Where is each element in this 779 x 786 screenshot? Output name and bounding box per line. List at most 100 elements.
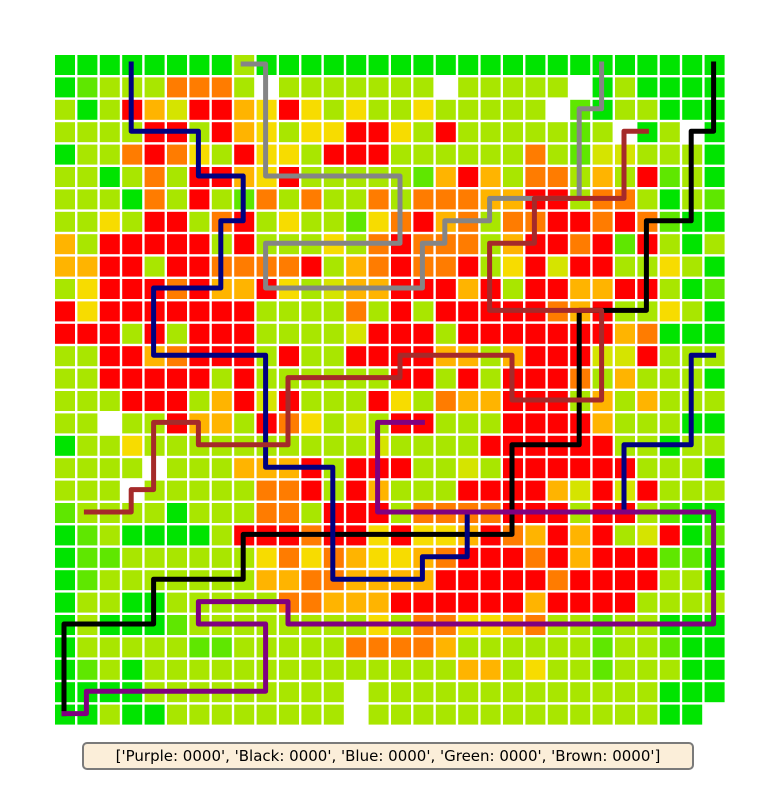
grid-cell (413, 458, 434, 479)
grid-cell (637, 480, 658, 501)
grid-cell (391, 480, 411, 501)
grid-cell (682, 234, 703, 255)
grid-cell (525, 458, 546, 479)
grid-cell (615, 256, 635, 277)
grid-cell (99, 480, 120, 501)
grid-cell (704, 301, 725, 322)
grid-cell (391, 592, 411, 613)
grid-cell (323, 346, 344, 367)
grid-cell (547, 323, 568, 344)
grid-cell (704, 480, 725, 501)
grid-cell (301, 704, 322, 725)
grid-cell (615, 99, 635, 120)
grid-cell (144, 211, 165, 232)
grid-cell (279, 99, 299, 120)
grid-cell (346, 480, 367, 501)
grid-cell (301, 391, 322, 411)
grid-cell (301, 346, 322, 367)
grid-cell (301, 592, 322, 613)
grid-cell (391, 99, 411, 120)
grid-cell (211, 77, 232, 98)
grid-cell (413, 144, 434, 165)
grid-cell (570, 547, 591, 568)
grid-cell (77, 301, 98, 322)
grid-cell (704, 458, 725, 479)
grid-cell (55, 323, 75, 344)
grid-cell (458, 279, 479, 299)
grid-cell (144, 503, 165, 523)
grid-cell (144, 368, 165, 389)
grid-cell (211, 413, 232, 434)
grid-cell (547, 99, 568, 120)
grid-cell (99, 122, 120, 143)
grid-cell (525, 256, 546, 277)
grid-cell (659, 77, 680, 98)
grid-cell (234, 279, 255, 299)
grid-cell (211, 637, 232, 658)
grid-cell (637, 368, 658, 389)
score-legend: ['Purple: 0000', 'Black: 0000', 'Blue: 0… (82, 742, 694, 770)
grid-cell (77, 368, 98, 389)
grid-cell (346, 144, 367, 165)
grid-cell (682, 592, 703, 613)
grid-cell (570, 256, 591, 277)
grid-cell (503, 547, 523, 568)
grid-cell (458, 391, 479, 411)
grid-cell (301, 77, 322, 98)
grid-cell (391, 637, 411, 658)
grid-cell (55, 458, 75, 479)
grid-cell (659, 637, 680, 658)
grid-cell (234, 659, 255, 680)
grid-cell (615, 637, 635, 658)
grid-cell (704, 144, 725, 165)
grid-cell (167, 458, 187, 479)
grid-cell (458, 637, 479, 658)
grid-cell (211, 391, 232, 411)
grid-cell (592, 211, 613, 232)
grid-cell (234, 503, 255, 523)
grid-cell (122, 144, 143, 165)
grid-cell (458, 704, 479, 725)
grid-cell (659, 458, 680, 479)
grid-cell (144, 637, 165, 658)
grid-cell (525, 570, 546, 591)
grid-cell (525, 77, 546, 98)
grid-cell (346, 391, 367, 411)
grid-cell (99, 570, 120, 591)
grid-cell (503, 323, 523, 344)
grid-cell (368, 323, 389, 344)
grid-cell (503, 279, 523, 299)
grid-cell (480, 391, 501, 411)
grid-cell (211, 704, 232, 725)
grid-cell (682, 637, 703, 658)
grid-cell (570, 682, 591, 703)
grid-cell (122, 525, 143, 546)
grid-cell (637, 413, 658, 434)
grid-cell (391, 391, 411, 411)
grid-cell (659, 391, 680, 411)
grid-cell (503, 211, 523, 232)
grid-cell (167, 391, 187, 411)
grid-cell (211, 547, 232, 568)
grid-cell (570, 55, 591, 75)
grid-cell (144, 99, 165, 120)
grid-cell (659, 368, 680, 389)
grid-cell (55, 435, 75, 456)
grid-cell (682, 547, 703, 568)
grid-cell (279, 211, 299, 232)
grid-cell (234, 234, 255, 255)
grid-cell (659, 144, 680, 165)
grid-cell (55, 55, 75, 75)
grid-cell (368, 256, 389, 277)
grid-cell (122, 279, 143, 299)
grid-cell (458, 122, 479, 143)
grid-cell (77, 122, 98, 143)
grid-cell (234, 77, 255, 98)
grid-cell (413, 659, 434, 680)
grid-cell (480, 480, 501, 501)
grid-cell (122, 256, 143, 277)
grid-cell (480, 570, 501, 591)
grid-cell (368, 704, 389, 725)
grid-cell (435, 682, 456, 703)
grid-cell (167, 615, 187, 635)
